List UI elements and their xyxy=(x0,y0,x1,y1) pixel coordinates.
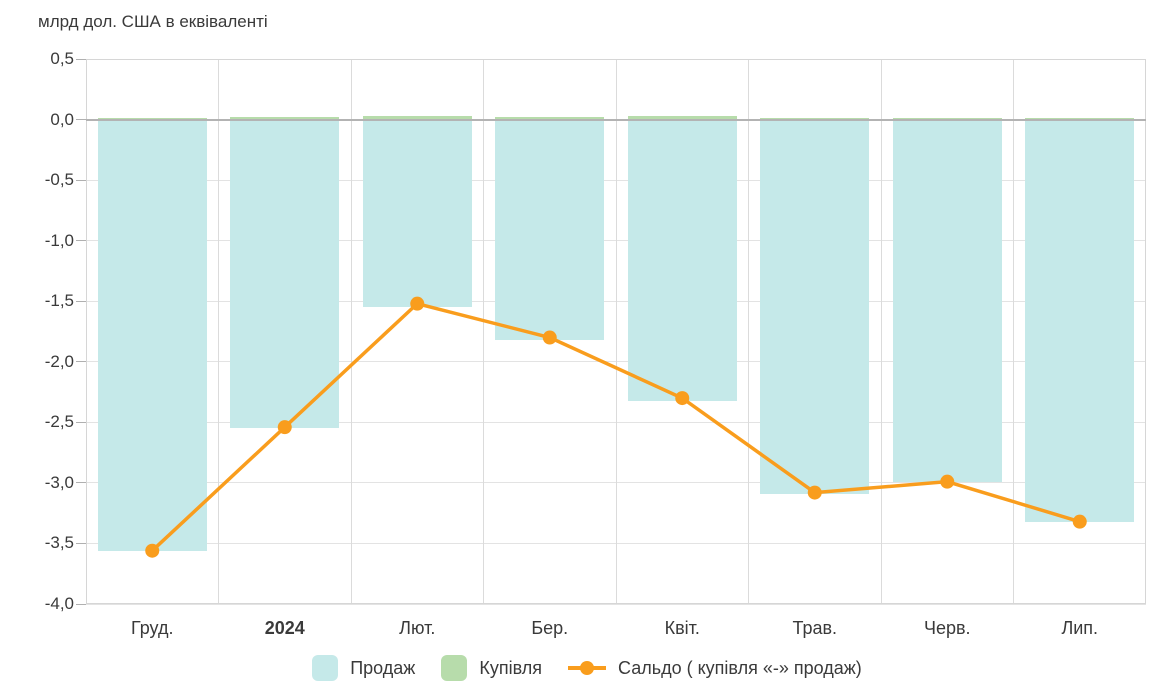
legend-swatch-icon xyxy=(441,655,468,681)
y-axis-tick xyxy=(76,300,86,302)
saldo-marker[interactable] xyxy=(940,474,955,489)
bar-buy[interactable] xyxy=(230,117,340,120)
x-axis-label: Черв. xyxy=(923,618,971,638)
gridline-vertical xyxy=(1013,59,1014,604)
y-axis-tick-label: -0,5 xyxy=(44,170,74,190)
bar-sale[interactable] xyxy=(760,119,870,494)
gridline-vertical xyxy=(218,59,219,604)
bar-sale[interactable] xyxy=(362,119,472,308)
legend-item[interactable]: Продаж xyxy=(312,655,415,681)
bar-sale[interactable] xyxy=(495,119,605,340)
chart-legend: Продаж Купівля Сальдо ( купівля «-» продаж… xyxy=(0,655,1174,681)
y-axis-tick xyxy=(76,482,86,484)
bar-buy[interactable] xyxy=(362,115,472,120)
y-axis-tick-label: -3,5 xyxy=(44,533,74,553)
saldo-marker[interactable] xyxy=(542,330,557,345)
y-axis-tick-label: -2,0 xyxy=(44,351,74,371)
bar-buy[interactable] xyxy=(627,115,737,120)
y-axis-tick-label: 0,0 xyxy=(50,109,74,129)
saldo-marker[interactable] xyxy=(807,485,822,500)
legend-item[interactable]: Сальдо ( купівля «-» продаж) xyxy=(568,658,862,679)
bar-sale[interactable] xyxy=(230,119,340,429)
legend-label: Продаж xyxy=(350,657,416,678)
saldo-marker[interactable] xyxy=(277,420,292,435)
x-axis-label: 2024 xyxy=(264,618,305,638)
bar-sale[interactable] xyxy=(97,119,207,551)
y-axis-tick xyxy=(76,361,86,363)
saldo-line-layer xyxy=(145,296,1087,558)
y-axis-tick xyxy=(76,421,86,423)
bar-sale[interactable] xyxy=(627,119,737,401)
x-axis-label: Трав. xyxy=(792,618,838,638)
x-axis-label: Лип. xyxy=(1061,618,1099,638)
bar-buy[interactable] xyxy=(495,117,605,120)
legend-label: Купівля xyxy=(479,657,542,678)
legend-line-marker-icon xyxy=(568,661,606,675)
saldo-marker[interactable] xyxy=(145,543,160,558)
y-axis-tick xyxy=(76,119,86,121)
saldo-marker[interactable] xyxy=(1072,514,1087,529)
gridline-vertical xyxy=(483,59,484,604)
plot-border xyxy=(86,59,1146,604)
y-axis-tick-label: -2,5 xyxy=(44,412,74,432)
zero-axis-line xyxy=(86,118,1146,121)
legend-item[interactable]: Купівля xyxy=(441,655,542,681)
y-axis-tick-label: -4,0 xyxy=(44,594,74,613)
y-axis-tick xyxy=(76,58,86,60)
y-axis-tick xyxy=(76,179,86,181)
y-axis-tick-label: -1,0 xyxy=(44,230,74,250)
gridline-vertical xyxy=(748,59,749,604)
y-axis-tick-label: -1,5 xyxy=(44,291,74,311)
y-axis-tick xyxy=(76,542,86,544)
y-axis-tick-label: -3,0 xyxy=(44,472,74,492)
legend-swatch-icon xyxy=(312,655,339,681)
saldo-marker[interactable] xyxy=(410,296,425,311)
x-axis-label: Квіт. xyxy=(664,618,700,638)
bar-sale[interactable] xyxy=(1025,119,1135,522)
chart-title: млрд дол. США в еквіваленті xyxy=(38,12,268,31)
gridline-vertical xyxy=(615,59,617,604)
y-axis-tick-label: 0,5 xyxy=(50,49,74,68)
bar-sale[interactable] xyxy=(892,119,1002,482)
gridline-vertical xyxy=(350,59,352,604)
x-axis-label: Груд. xyxy=(131,618,174,638)
gridline-vertical xyxy=(880,59,882,604)
saldo-marker[interactable] xyxy=(675,391,690,406)
legend-label: Сальдо ( купівля «-» продаж) xyxy=(618,657,862,678)
y-axis-tick xyxy=(76,603,86,605)
saldo-line xyxy=(151,301,1081,552)
x-axis-label: Лют. xyxy=(399,618,436,638)
gridline-horizontal xyxy=(86,603,1146,605)
x-axis-label: Бер. xyxy=(531,618,569,638)
y-axis-tick xyxy=(76,240,86,242)
